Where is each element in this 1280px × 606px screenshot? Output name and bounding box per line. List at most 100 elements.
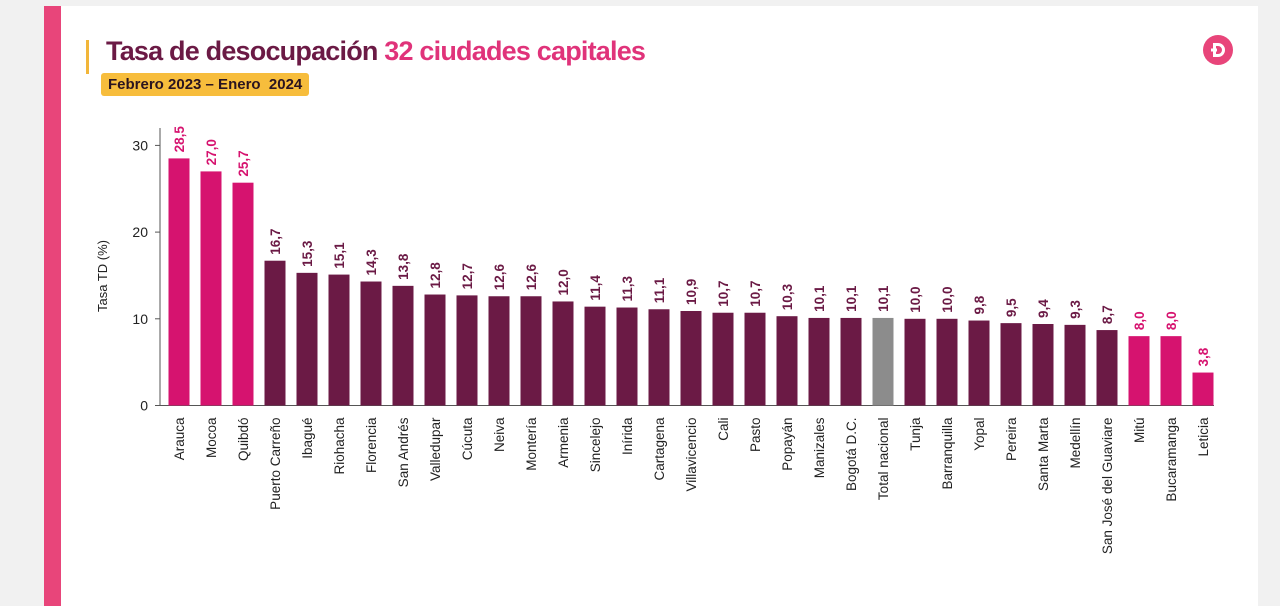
y-axis-title: Tasa TD (%) [95,240,110,312]
value-label: 9,4 [1036,299,1051,318]
category-label: Neiva [492,417,507,452]
bar [488,296,510,406]
bar [840,317,862,406]
value-label: 10,3 [780,283,795,310]
bar [904,318,926,406]
title-highlight: 32 ciudades capitales [384,36,646,66]
bar [200,171,222,406]
value-label: 28,5 [172,126,187,153]
value-label: 11,3 [620,276,635,302]
category-label: Ibagué [300,418,315,459]
category-label: Pereira [1004,417,1019,461]
category-label: Medellín [1068,418,1083,469]
period-badge: Febrero 2023 – Enero 2024 [101,73,310,96]
category-labels: Arauca Mocoa Quibdó Puerto Carreño Ibagué Rio… [172,417,1211,554]
value-label: 12,8 [428,262,443,289]
value-label: 10,7 [748,280,763,306]
bar [1032,324,1054,406]
bar [1064,324,1086,406]
value-label: 10,0 [908,287,923,313]
bar [1000,323,1022,406]
category-label: Cartagena [652,417,667,481]
value-label: 13,8 [396,253,411,280]
bar [936,318,958,406]
bar [872,317,894,406]
bar [168,158,190,406]
bars [168,158,1214,406]
value-label: 10,1 [844,285,859,312]
value-label: 8,7 [1100,305,1115,324]
value-label: 16,7 [268,228,283,254]
bar [648,309,670,406]
category-label: Arauca [172,417,187,460]
value-label: 12,6 [524,263,539,290]
value-label: 11,4 [588,275,603,301]
bar [616,307,638,406]
bar [968,320,990,406]
bar [424,294,446,406]
value-label: 12,6 [492,263,507,290]
category-label: Inírida [620,417,635,455]
category-label: Bogotá D.C. [844,418,859,492]
value-label: 10,7 [716,280,731,306]
y-tick-label: 10 [132,311,148,327]
category-label: Cali [716,418,731,441]
value-labels: 28,5 27,0 25,7 16,7 15,3 15,1 14,3 13,8 12,8 12,7… [172,126,1211,367]
value-label: 14,3 [364,249,379,276]
dane-logo-icon [1203,35,1233,65]
value-label: 10,9 [684,279,699,305]
accent-bar [44,6,61,606]
category-label: Total nacional [876,418,891,501]
bar [712,312,734,406]
category-label: Barranquilla [940,417,955,490]
value-label: 9,5 [1004,298,1019,317]
bar [1096,330,1118,406]
bar [776,316,798,406]
value-label: 8,0 [1164,311,1179,330]
bar [584,306,606,406]
value-label: 10,0 [940,287,955,313]
value-label: 15,3 [300,240,315,267]
bar [232,182,254,406]
category-label: Cúcuta [460,417,475,460]
category-label: Mocoa [204,417,219,458]
category-label: Mitú [1132,418,1147,444]
category-label: Sincelejo [588,418,603,473]
category-label: Villavicencio [684,418,699,492]
category-label: Tunja [908,417,923,451]
bar [744,312,766,406]
category-label: Armenia [556,417,571,468]
value-label: 12,0 [556,269,571,295]
category-label: Leticia [1196,417,1211,457]
category-label: Florencia [364,417,379,473]
title-accent-line [86,40,89,74]
bar [520,296,542,406]
category-label: Yopal [972,418,987,451]
y-tick-label: 30 [132,137,148,153]
value-label: 15,1 [332,242,347,269]
category-label: Puerto Carreño [268,418,283,510]
value-label: 8,0 [1132,311,1147,330]
category-label: Popayán [780,418,795,471]
category-label: Manizales [812,417,827,478]
value-label: 25,7 [236,150,251,176]
value-label: 12,7 [460,263,475,289]
value-label: 9,3 [1068,300,1083,319]
y-tick-label: 0 [140,398,148,414]
bar [296,272,318,406]
category-label: San Andrés [396,417,411,487]
value-label: 9,8 [972,295,987,314]
bar [1192,372,1214,406]
value-label: 27,0 [204,139,219,165]
value-label: 11,1 [652,277,667,303]
category-label: Quibdó [236,418,251,462]
bar [1128,336,1150,406]
bar [680,310,702,406]
bar [808,317,830,406]
bar [1160,336,1182,406]
bar [328,274,350,406]
category-label: Riohacha [332,417,347,475]
bar [392,285,414,406]
bar [456,295,478,406]
